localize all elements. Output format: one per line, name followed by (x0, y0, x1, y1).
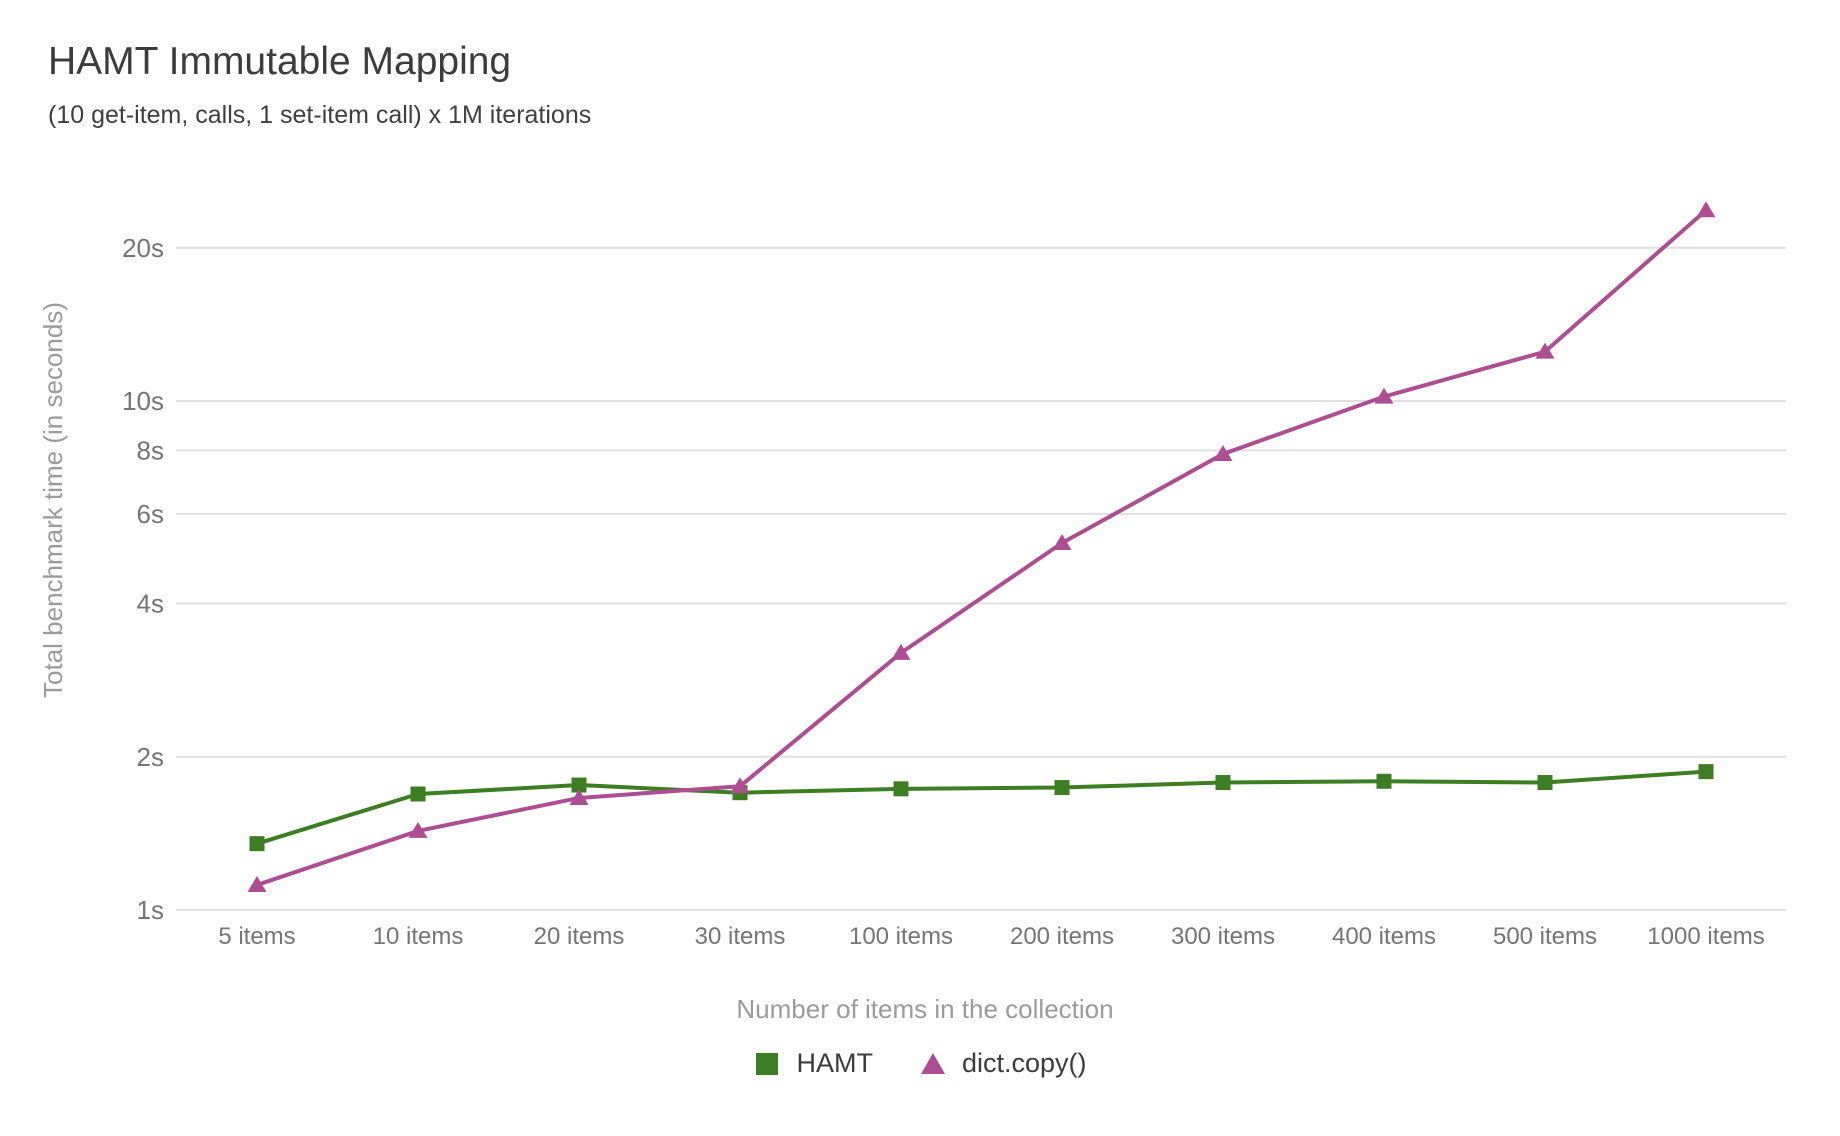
triangle-swatch-icon (920, 1052, 945, 1074)
data-point-triangle-dict-copy (1535, 342, 1555, 359)
y-tick-label: 8s (137, 435, 164, 465)
x-tick-label: 400 items (1332, 923, 1436, 950)
x-tick-label: 300 items (1171, 923, 1275, 950)
series-line-hamt (255, 769, 1708, 846)
chart-subtitle: (10 get-item, calls, 1 set-item call) x … (48, 101, 592, 129)
legend-item-dict-copy: dict.copy() (919, 1048, 1087, 1079)
data-point-triangle-dict-copy (569, 788, 589, 805)
data-point-triangle-dict-copy (1052, 534, 1072, 551)
x-tick-label: 200 items (1010, 923, 1114, 950)
y-tick-label: 1s (137, 895, 164, 925)
legend: HAMT dict.copy() (0, 1048, 1840, 1079)
data-point-triangle-dict-copy (1213, 444, 1233, 461)
data-point-square-hamt (249, 836, 265, 852)
data-point-square-hamt (1698, 764, 1714, 780)
x-tick-label: 1000 items (1647, 923, 1764, 950)
y-tick-label: 6s (137, 499, 164, 529)
data-point-triangle-dict-copy (1696, 201, 1716, 218)
data-point-triangle-dict-copy (408, 821, 428, 838)
data-point-square-hamt (571, 777, 587, 793)
legend-triangle-glyph (920, 1052, 945, 1074)
y-tick-label: 10s (122, 386, 164, 416)
x-tick-label: 30 items (695, 923, 786, 950)
x-axis-title: Number of items in the collection (736, 994, 1113, 1024)
data-point-triangle-dict-copy (247, 875, 267, 892)
y-tick-label: 20s (122, 233, 164, 263)
x-tick-label: 10 items (373, 923, 464, 950)
legend-label: dict.copy() (961, 1048, 1087, 1078)
data-point-square-hamt (1054, 780, 1070, 796)
x-tick-label: 20 items (534, 923, 625, 950)
y-tick-label: 4s (137, 589, 164, 619)
x-tick-label: 100 items (849, 923, 953, 950)
data-point-square-hamt (1376, 773, 1392, 789)
data-point-square-hamt (893, 781, 909, 797)
data-point-square-hamt (410, 786, 426, 802)
legend-square-glyph (756, 1052, 779, 1075)
data-point-triangle-dict-copy (1374, 387, 1394, 404)
x-tick-label: 5 items (218, 923, 295, 950)
data-point-triangle-dict-copy (730, 777, 750, 794)
data-point-square-hamt (1215, 775, 1231, 791)
y-tick-label: 2s (137, 742, 164, 772)
legend-item-hamt: HAMT (753, 1048, 873, 1079)
x-tick-label: 500 items (1493, 923, 1597, 950)
data-point-triangle-dict-copy (891, 643, 911, 660)
series-line-dict-copy (255, 208, 1708, 887)
chart-title: HAMT Immutable Mapping (48, 40, 512, 83)
square-swatch-icon (756, 1052, 779, 1075)
legend-label: HAMT (796, 1048, 873, 1078)
data-point-square-hamt (1537, 775, 1553, 791)
y-axis-title: Total benchmark time (in seconds) (38, 302, 68, 698)
